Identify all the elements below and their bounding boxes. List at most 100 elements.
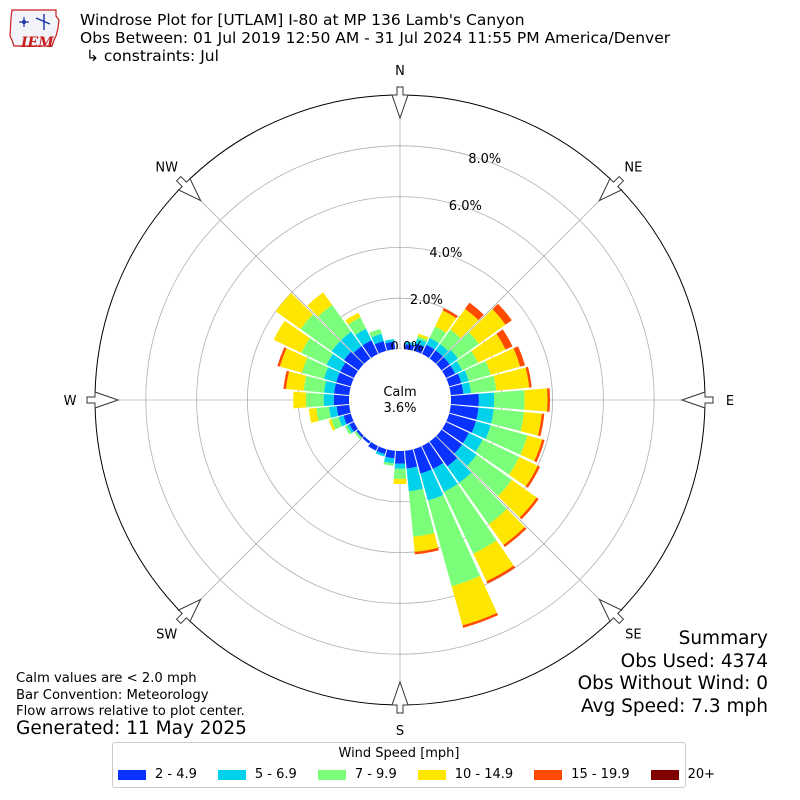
wind-bar-segment (404, 449, 418, 469)
wind-bar-segment (503, 526, 527, 547)
wind-bar-segment (283, 370, 290, 390)
legend-item: 10 - 14.9 (417, 767, 513, 782)
wind-bar-segment (493, 390, 525, 410)
legend-swatch (534, 769, 563, 780)
legend-label: 7 - 9.9 (354, 767, 397, 782)
direction-arrows (86, 86, 714, 714)
wind-bar-segment (305, 392, 324, 408)
wind-bar-segment (497, 479, 537, 518)
wind-bar-segment (408, 488, 435, 537)
wind-bar-segment (417, 333, 429, 340)
wind-bar-segment (362, 340, 379, 358)
wind-bar-segment (486, 565, 516, 584)
ring-gridline (246, 246, 554, 554)
wind-bar-segment (491, 409, 525, 432)
wind-bar-segment (356, 429, 364, 438)
wind-bar-segment (471, 333, 506, 363)
wind-bar-segment (443, 483, 497, 554)
logo-text: IEM (21, 35, 54, 51)
wind-bar-segment (326, 353, 346, 372)
wind-bar-segment (450, 332, 479, 359)
direction-label: NW (155, 161, 178, 176)
wind-bar-segment (443, 350, 459, 365)
wind-bar-segment (429, 436, 458, 467)
wind-bar-segment (368, 442, 379, 451)
flow-arrow-icon (391, 680, 409, 714)
wind-bar-segment (457, 370, 469, 383)
notes: Calm values are < 2.0 mph Bar Convention… (16, 671, 245, 721)
flow-arrow-icon (598, 175, 625, 202)
legend-item: 20+ (650, 767, 715, 782)
wind-bar-segment (333, 394, 350, 406)
wind-bar-segment (421, 442, 444, 469)
wind-bar-segment (348, 317, 367, 335)
wind-bar-segment (317, 304, 352, 341)
wind-bar-segment (329, 406, 339, 418)
wind-bar-segment (537, 413, 545, 437)
wind-bar-segment (447, 458, 472, 483)
legend-swatch (317, 769, 346, 780)
direction-label: N (395, 64, 405, 79)
legend-items: 2 - 4.9 5 - 6.9 7 - 9.9 10 - 14.9 15 - 19.9 2… (118, 767, 736, 782)
direction-label: W (64, 394, 77, 409)
wind-bar-segment (301, 357, 329, 379)
wind-bar-segment (338, 415, 347, 427)
wind-bar-segment (393, 478, 407, 485)
direction-label: SW (156, 627, 177, 642)
wind-bar-segment (439, 329, 461, 351)
wind-bar-segment (520, 435, 543, 462)
legend: Wind Speed [mph] 2 - 4.9 5 - 6.9 7 - 9.9 10… (112, 742, 715, 788)
wind-bar-segment (300, 314, 341, 352)
wind-bar-segment (432, 462, 458, 492)
wind-bar-segment (293, 391, 307, 409)
wind-bar-segment (340, 362, 358, 379)
wind-bar-segment (385, 341, 396, 351)
wind-bar-segment (384, 339, 395, 344)
wind-bar-segment (413, 343, 425, 354)
wind-bar-segment (308, 408, 319, 423)
wind-bar-segment (328, 419, 336, 431)
wind-bar-segment (427, 494, 481, 587)
wind-bar-segment (331, 341, 351, 361)
radial-tick-label: 6.0% (449, 199, 482, 214)
wind-bar-segment (395, 450, 405, 464)
wind-bar-segment (406, 466, 423, 492)
wind-bar-segment (468, 309, 506, 344)
wind-bar-segment (476, 407, 494, 424)
wind-bar-segment (456, 350, 479, 371)
wind-bar-segment (344, 425, 352, 435)
wind-bar-segment (485, 425, 528, 455)
legend-item: 5 - 6.9 (217, 767, 297, 782)
radial-tick-label: 2.0% (410, 293, 443, 308)
flow-arrow-icon (391, 86, 409, 120)
wind-bar-segment (336, 404, 351, 416)
wind-bar-segment (436, 429, 463, 454)
wind-bar-segment (376, 446, 387, 455)
legend-label: 2 - 4.9 (155, 767, 197, 782)
calm-label: Calm (383, 385, 416, 400)
wind-bar-segment (492, 303, 512, 325)
wind-bar-segment (478, 392, 495, 408)
wind-bar-segment (450, 393, 479, 407)
flow-arrow-icon (680, 391, 714, 409)
wind-bar-segment (323, 380, 336, 394)
wind-bar-segment (375, 451, 386, 457)
legend-label: 5 - 6.9 (254, 767, 297, 782)
wind-bar-segment (493, 367, 530, 391)
wind-bar-segment (353, 346, 371, 364)
wind-bar-segment (316, 406, 331, 422)
wind-bar-segment (485, 348, 521, 375)
wind-bar-segment (534, 439, 545, 463)
title-line-2: Obs Between: 01 Jul 2019 12:50 AM - 31 J… (80, 29, 671, 47)
wind-bar-segment (442, 308, 458, 319)
wind-bar-segment (462, 612, 499, 628)
wind-bar-segment (331, 417, 343, 430)
wind-bar-segment (449, 404, 479, 420)
wind-bar-segment (277, 347, 287, 367)
wind-bar-segment (473, 540, 514, 582)
wind-bar-segment (469, 375, 497, 394)
wind-bar-segment (349, 421, 358, 432)
flow-arrow-icon (598, 598, 625, 625)
wind-bar-segment (525, 465, 541, 488)
wind-bar-segment (336, 372, 354, 387)
